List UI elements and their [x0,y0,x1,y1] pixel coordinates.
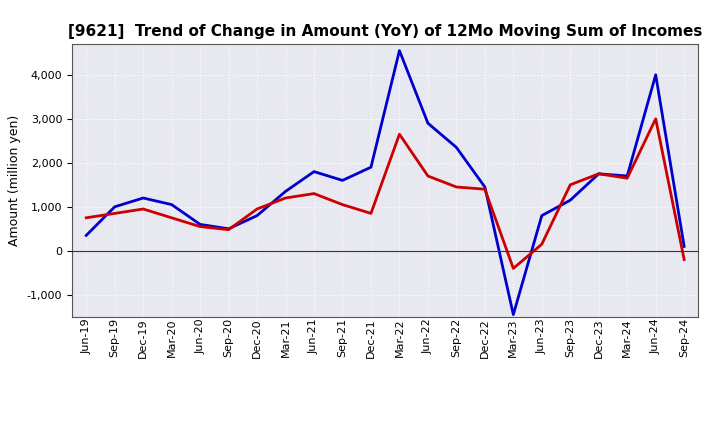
Net Income [82,215,91,220]
Net Income [338,202,347,207]
Net Income [310,191,318,196]
Net Income [480,187,489,192]
Net Income [680,257,688,262]
Ordinary Income [282,189,290,194]
Ordinary Income [566,198,575,203]
Ordinary Income [623,173,631,179]
Net Income [566,182,575,187]
Net Income [652,116,660,121]
Net Income [253,206,261,212]
Ordinary Income [680,244,688,249]
Ordinary Income [338,178,347,183]
Ordinary Income [196,222,204,227]
Ordinary Income [310,169,318,174]
Y-axis label: Amount (million yen): Amount (million yen) [8,115,21,246]
Net Income [395,132,404,137]
Net Income [110,211,119,216]
Ordinary Income [82,233,91,238]
Ordinary Income [537,213,546,218]
Ordinary Income [423,121,432,126]
Net Income [139,206,148,212]
Line: Ordinary Income: Ordinary Income [86,51,684,315]
Ordinary Income [595,171,603,176]
Net Income [423,173,432,179]
Ordinary Income [167,202,176,207]
Ordinary Income [253,213,261,218]
Ordinary Income [509,312,518,317]
Ordinary Income [366,165,375,170]
Net Income [366,211,375,216]
Ordinary Income [110,204,119,209]
Net Income [452,184,461,190]
Net Income [167,215,176,220]
Net Income [196,224,204,229]
Net Income [225,227,233,232]
Title: [9621]  Trend of Change in Amount (YoY) of 12Mo Moving Sum of Incomes: [9621] Trend of Change in Amount (YoY) o… [68,24,703,39]
Line: Net Income: Net Income [86,119,684,268]
Net Income [595,171,603,176]
Net Income [509,266,518,271]
Ordinary Income [225,226,233,231]
Ordinary Income [395,48,404,53]
Ordinary Income [480,184,489,190]
Legend: Ordinary Income, Net Income: Ordinary Income, Net Income [241,438,529,440]
Net Income [537,242,546,247]
Net Income [623,176,631,181]
Ordinary Income [452,145,461,150]
Ordinary Income [652,72,660,77]
Net Income [282,195,290,201]
Ordinary Income [139,195,148,201]
